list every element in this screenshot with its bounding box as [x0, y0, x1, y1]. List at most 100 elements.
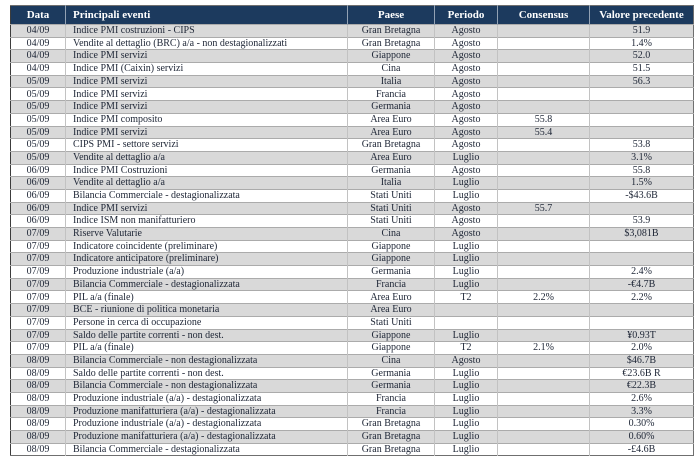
table-row: 05/09 CIPS PMI - settore servizi Gran Bret… [10, 138, 694, 152]
table-row: 06/09 Vendite al dettaglio a/a Italia Lugli… [10, 176, 694, 190]
cell-paese: Francia [347, 404, 435, 418]
cell-valore [589, 201, 694, 215]
cell-data: 07/09 [10, 252, 66, 266]
table-row: 04/09 Indice PMI (Caixin) servizi Cina Agos… [10, 62, 694, 76]
cell-data: 05/09 [10, 100, 66, 114]
cell-consensus [497, 100, 590, 114]
cell-evento: Produzione industriale (a/a) - destagion… [65, 417, 348, 431]
cell-periodo: Luglio [434, 442, 498, 456]
cell-evento: Indice PMI servizi [65, 100, 348, 114]
table-row: 06/09 Indice ISM non manifatturiero Stati … [10, 214, 694, 228]
cell-evento: Indice PMI (Caixin) servizi [65, 62, 348, 76]
cell-valore: 51.9 [589, 24, 694, 38]
cell-evento: Indice PMI servizi [65, 87, 348, 101]
cell-data: 06/09 [10, 201, 66, 215]
cell-data: 05/09 [10, 125, 66, 139]
cell-data: 08/09 [10, 430, 66, 444]
cell-consensus [497, 303, 590, 317]
cell-periodo [434, 315, 498, 329]
cell-paese: Cina [347, 227, 435, 241]
cell-periodo: Agosto [434, 125, 498, 139]
cell-periodo: Agosto [434, 24, 498, 38]
table-row: 05/09 Indice PMI servizi Italia Agosto 56.3 [10, 74, 694, 88]
cell-periodo [434, 303, 498, 317]
cell-valore: -€4.7B [589, 277, 694, 291]
table-row: 08/09 Bilancia Commerciale - non destagio… [10, 379, 694, 393]
cell-paese: Stati Uniti [347, 214, 435, 228]
cell-consensus [497, 366, 590, 380]
table-row: 07/09 BCE - riunione di politica monetari… [10, 303, 694, 317]
cell-consensus [497, 315, 590, 329]
cell-data: 08/09 [10, 391, 66, 406]
cell-valore: 3.3% [589, 404, 694, 418]
table-row: 07/09 PIL a/a (finale) Giappone T2 2.1% 2.0% [10, 341, 694, 355]
cell-valore: -$43.6B [589, 188, 694, 203]
table-row: 07/09 Saldo delle partite correnti - non … [10, 328, 694, 342]
cell-periodo: Agosto [434, 227, 498, 241]
cell-paese: Cina [347, 353, 435, 368]
table-row: 08/09 Produzione industriale (a/a) - dest… [10, 391, 694, 406]
cell-evento: BCE - riunione di politica monetaria [65, 303, 348, 317]
cell-periodo: Agosto [434, 100, 498, 114]
cell-periodo: Luglio [434, 252, 498, 266]
cell-evento: Vendite al dettaglio a/a [65, 150, 348, 165]
cell-evento: Saldo delle partite correnti - non dest. [65, 328, 348, 342]
cell-data: 07/09 [10, 315, 66, 329]
table-row: 05/09 Vendite al dettaglio a/a Area Euro Lu… [10, 150, 694, 165]
cell-valore: 2.0% [589, 341, 694, 355]
cell-data: 04/09 [10, 36, 66, 50]
cell-evento: Indice PMI costruzioni - CIPS [65, 24, 348, 38]
cell-paese: Gran Bretagna [347, 442, 435, 456]
cell-periodo: Agosto [434, 36, 498, 50]
cell-periodo: Luglio [434, 176, 498, 190]
cell-data: 07/09 [10, 303, 66, 317]
cell-valore: 1.4% [589, 36, 694, 50]
cell-paese: Cina [347, 62, 435, 76]
cell-paese: Germania [347, 163, 435, 177]
table-row: 07/09 Indicatore anticipatore (preliminar… [10, 252, 694, 266]
cell-paese: Francia [347, 87, 435, 101]
cell-data: 06/09 [10, 163, 66, 177]
cell-consensus [497, 265, 590, 279]
cell-consensus [497, 150, 590, 165]
table-row: 07/09 Produzione industriale (a/a) Germani… [10, 265, 694, 279]
cell-evento: Produzione industriale (a/a) [65, 265, 348, 279]
cell-consensus [497, 214, 590, 228]
cell-periodo: Luglio [434, 366, 498, 380]
cell-evento: Bilancia Commerciale - destagionalizzata [65, 188, 348, 203]
table-row: 08/09 Produzione manifatturiera (a/a) - d… [10, 430, 694, 444]
cell-valore: 56.3 [589, 74, 694, 88]
cell-periodo: Luglio [434, 277, 498, 291]
cell-paese: Stati Uniti [347, 188, 435, 203]
cell-periodo: T2 [434, 341, 498, 355]
cell-valore: 2.4% [589, 265, 694, 279]
cell-paese: Gran Bretagna [347, 417, 435, 431]
table-row: 08/09 Produzione industriale (a/a) - dest… [10, 417, 694, 431]
cell-periodo: Agosto [434, 49, 498, 63]
cell-paese: Giappone [347, 49, 435, 63]
cell-periodo: Agosto [434, 62, 498, 76]
cell-periodo: Luglio [434, 150, 498, 165]
cell-paese: Area Euro [347, 112, 435, 126]
cell-evento: Produzione manifatturiera (a/a) - destag… [65, 404, 348, 418]
cell-paese: Germania [347, 265, 435, 279]
cell-evento: Indice PMI servizi [65, 201, 348, 215]
cell-consensus [497, 430, 590, 444]
cell-valore [589, 239, 694, 253]
cell-data: 05/09 [10, 150, 66, 165]
cell-valore [589, 112, 694, 126]
cell-valore [589, 252, 694, 266]
cell-data: 08/09 [10, 417, 66, 431]
cell-valore [589, 87, 694, 101]
cell-data: 08/09 [10, 404, 66, 418]
cell-evento: Bilancia Commerciale - non destagionaliz… [65, 379, 348, 393]
cell-data: 05/09 [10, 112, 66, 126]
cell-periodo: Luglio [434, 430, 498, 444]
cell-periodo: Agosto [434, 353, 498, 368]
cell-consensus: 2.1% [497, 341, 590, 355]
table-row: 04/09 Indice PMI costruzioni - CIPS Gran B… [10, 24, 694, 38]
table-row: 08/09 Bilancia Commerciale - destagionali… [10, 442, 694, 456]
cell-data: 08/09 [10, 353, 66, 368]
cell-paese: Germania [347, 100, 435, 114]
cell-valore: 0.60% [589, 430, 694, 444]
